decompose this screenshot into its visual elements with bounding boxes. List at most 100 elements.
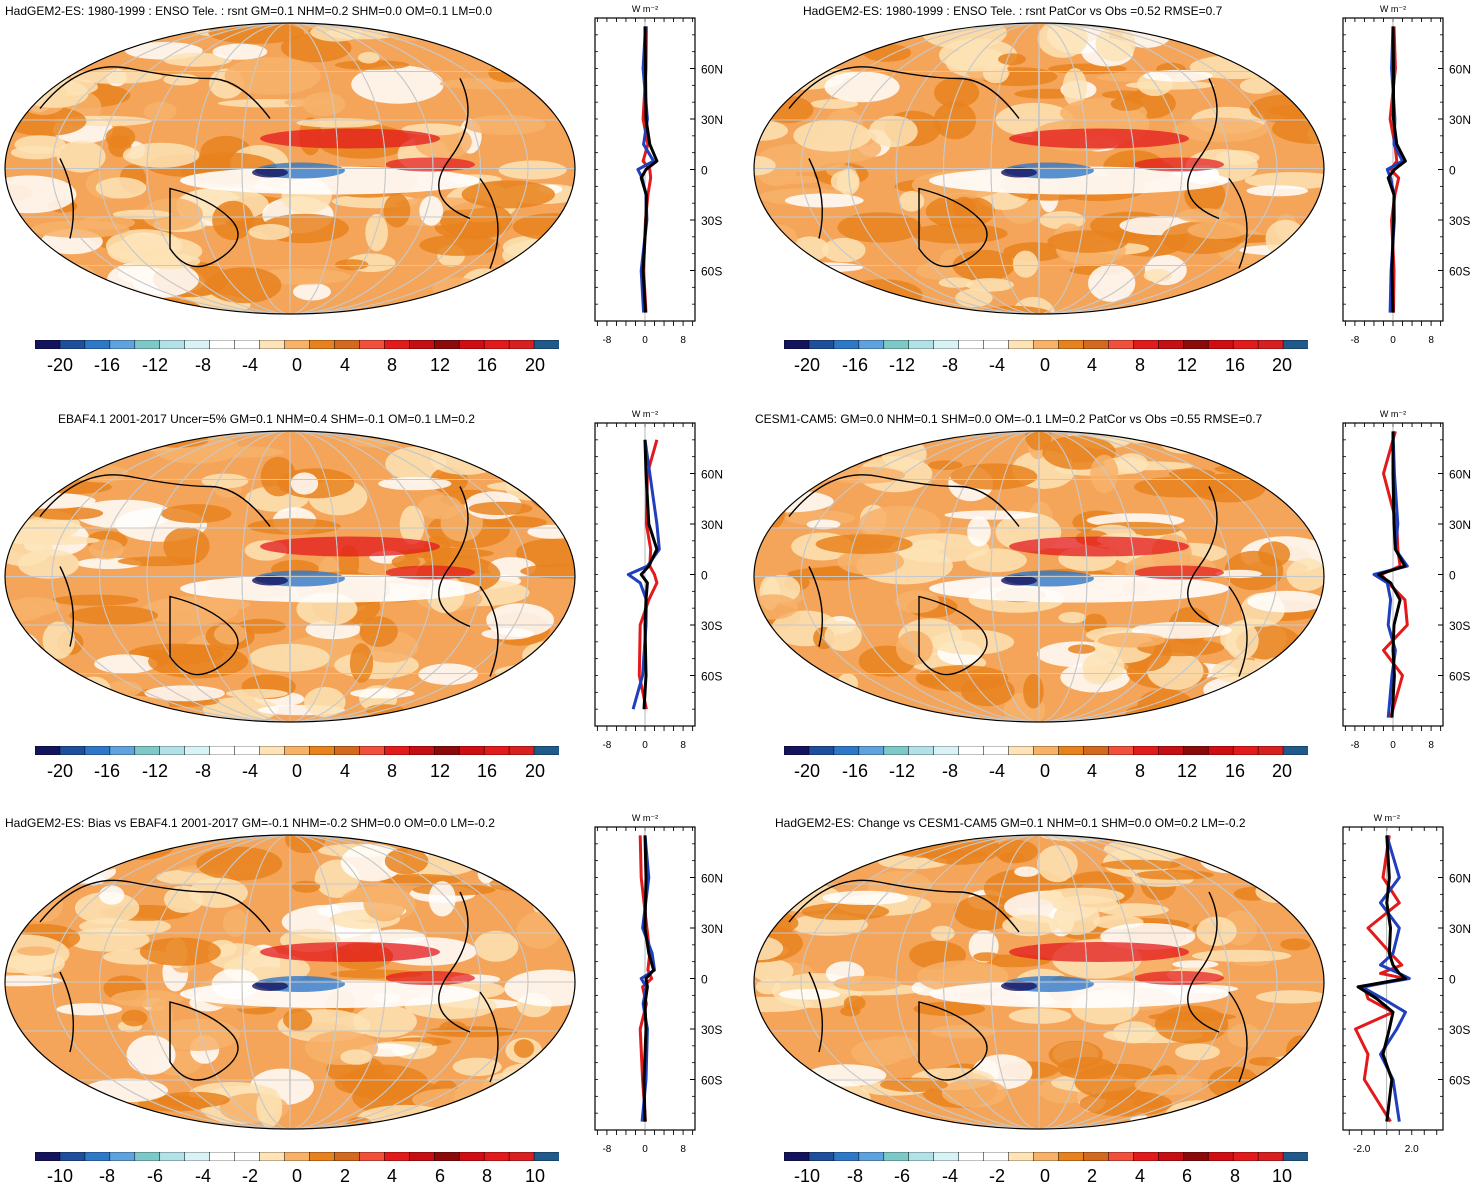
colorbar-swatch	[1058, 340, 1085, 349]
colorbar-tick-label: -8	[941, 761, 958, 781]
map-graticule-line	[848, 23, 1230, 314]
map-field	[5, 23, 575, 314]
zonal-xtick-label: 0	[642, 335, 648, 346]
colorbar-swatch	[284, 1152, 311, 1161]
colorbar-tick-label: 8	[481, 1166, 492, 1186]
colorbar-swatch	[1083, 340, 1110, 349]
colorbar-tick-label: 2	[1086, 1166, 1097, 1186]
colorbar-swatch	[209, 340, 236, 349]
map-contour-blob	[17, 549, 80, 579]
colorbar-swatch	[109, 746, 136, 755]
map-graticule-line	[99, 23, 481, 314]
colorbar-swatch	[858, 746, 885, 755]
map-contour-blob	[138, 253, 201, 270]
map-field	[754, 431, 1324, 722]
map-contour-blob	[160, 504, 232, 524]
map-contour-blob	[383, 193, 411, 228]
map-contour-blob	[284, 98, 342, 107]
map-contour-blob	[874, 1036, 920, 1060]
map-contour-blob	[252, 575, 288, 586]
colorbar-swatch	[1182, 340, 1209, 349]
colorbar-swatch	[883, 1152, 910, 1161]
map-contour-blob	[5, 835, 88, 846]
zonal-series-black	[639, 439, 659, 710]
map-contour-blob	[365, 213, 388, 252]
zonal-xtick-label: 8	[1428, 335, 1434, 346]
map-contour-blob	[454, 1079, 504, 1114]
colorbar-swatch	[159, 1152, 186, 1161]
map-contour-blob	[527, 857, 560, 868]
zonal-mean-plot: W m⁻² 60N 30N 0 30S 60S -8 0 8	[594, 813, 723, 1155]
map-contour-blob	[432, 277, 481, 300]
map-contour-blob	[833, 975, 902, 992]
map-contour-blob	[1246, 185, 1309, 197]
world-map	[4, 22, 576, 315]
map-contour-blob	[5, 62, 70, 74]
map-contour-blob	[778, 988, 841, 1000]
colorbar-swatch	[483, 1152, 510, 1161]
colorbar-tick-label: -2	[241, 1166, 258, 1186]
colorbar-swatch	[883, 340, 910, 349]
map-contour-blob	[252, 981, 288, 991]
world-map	[753, 22, 1325, 315]
colorbar-swatch	[533, 340, 559, 349]
colorbar-swatch	[908, 1152, 935, 1161]
colorbar-swatch	[234, 340, 261, 349]
map-contour-blob	[41, 436, 63, 473]
map-contour-blob	[12, 1094, 70, 1125]
map-contour-blob	[399, 505, 425, 545]
map-contour-blob	[26, 67, 79, 77]
map-coastline	[808, 566, 823, 647]
zonal-ytick-label: 30N	[1449, 113, 1471, 127]
map-contour-blob	[1224, 550, 1284, 591]
colorbar-swatch	[958, 746, 985, 755]
colorbar-swatch	[833, 746, 860, 755]
map-contour-blob	[260, 536, 440, 557]
map-contour-blob	[433, 303, 493, 314]
map-title: HadGEM2-ES: Bias vs EBAF4.1 2001-2017 GM…	[5, 816, 495, 830]
map-contour-blob	[526, 1071, 564, 1082]
colorbar-tick-label: 0	[291, 1166, 302, 1186]
map-contour-blob	[1173, 117, 1268, 142]
colorbar-swatch	[908, 340, 935, 349]
colorbar-tick-label: -4	[241, 761, 258, 781]
zonal-unit-label: W m⁻²	[632, 409, 658, 419]
world-map	[4, 430, 576, 723]
map-contour-blob	[998, 53, 1026, 66]
zonal-xtick-label: 0	[1390, 740, 1396, 751]
colorbar-swatch	[983, 1152, 1010, 1161]
map-contour-blob	[934, 77, 980, 108]
map-coastline	[918, 1001, 988, 1081]
colorbar-swatch	[284, 746, 311, 755]
map-contour-blob	[144, 685, 225, 702]
map-contour-blob	[501, 441, 552, 474]
colorbar-swatch	[1158, 1152, 1184, 1161]
colorbar-swatch	[309, 1152, 336, 1161]
zonal-xtick-label: -2.0	[1353, 1144, 1371, 1155]
map-contour-blob	[1286, 558, 1324, 591]
map-contour-blob	[357, 1104, 454, 1129]
map-graticule-line	[241, 23, 339, 314]
colorbar-tick-label: 8	[1229, 1166, 1240, 1186]
map-coastline	[808, 971, 823, 1053]
zonal-mean-plot: W m⁻² 60N 30N 0 30S 60S -2.0 2.0	[1342, 813, 1471, 1155]
colorbar-tick-label: -10	[46, 1166, 73, 1186]
map-graticule-line	[51, 23, 529, 314]
zonal-mean-plot: W m⁻² 60N 30N 0 30S 60S -8 0 8	[1342, 409, 1471, 751]
colorbar-swatch	[1133, 1152, 1160, 1161]
zonal-ytick-label: 30S	[1449, 214, 1470, 228]
map-contour-blob	[1009, 942, 1189, 962]
map-contour-blob	[965, 548, 1027, 573]
map-contour-blob	[21, 78, 89, 108]
map-contour-blob	[105, 126, 136, 149]
map-contour-blob	[465, 1104, 513, 1129]
colorbar-swatch	[933, 746, 960, 755]
colorbar	[35, 340, 559, 349]
map-contour-blob	[95, 177, 147, 199]
colorbar-swatch	[908, 746, 935, 755]
colorbar-swatch	[134, 1152, 161, 1161]
map-contour-blob	[226, 688, 288, 699]
map-graticule-line	[990, 835, 1088, 1129]
map-contour-blob	[837, 548, 904, 575]
map-field	[754, 835, 1324, 1129]
